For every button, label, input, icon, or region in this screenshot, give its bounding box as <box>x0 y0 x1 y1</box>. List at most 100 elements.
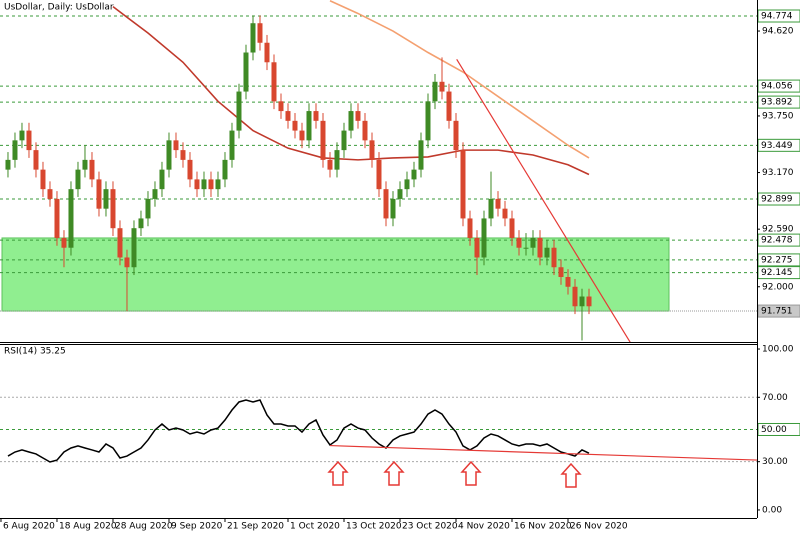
candle-body <box>348 111 354 131</box>
trend-line <box>456 59 631 343</box>
x-tick-label: 4 Nov 2020 <box>458 522 510 532</box>
candle-body <box>460 150 466 219</box>
candle-body <box>208 179 214 190</box>
candle-body <box>33 150 39 170</box>
up-arrow <box>327 460 349 486</box>
candle-body <box>404 179 410 190</box>
level-label: 93.892 <box>761 98 793 108</box>
candle-body <box>124 257 130 268</box>
candle-body <box>327 159 333 170</box>
candle-body <box>222 159 228 180</box>
moving-average <box>329 0 590 159</box>
candle-body <box>313 111 319 121</box>
x-tick-label: 28 Aug 2020 <box>115 522 173 532</box>
candle-body <box>19 130 25 141</box>
candle-body <box>236 91 242 131</box>
candle-body <box>320 120 326 160</box>
candle-body <box>187 159 193 180</box>
x-tick-label: 16 Nov 2020 <box>514 522 572 532</box>
up-arrow <box>560 462 582 488</box>
candle-body <box>369 140 375 160</box>
level-label: 92.478 <box>761 236 793 246</box>
candle-body <box>75 169 81 190</box>
candle-body <box>131 228 137 268</box>
up-arrow <box>460 460 482 486</box>
candle-body <box>551 247 557 268</box>
y-tick-label: 93.170 <box>762 168 794 178</box>
candle-body <box>285 111 291 121</box>
candle-body <box>376 159 382 190</box>
x-tick-label: 9 Sep 2020 <box>171 522 223 532</box>
x-tick-label: 21 Sep 2020 <box>227 522 284 532</box>
candle-body <box>159 169 165 190</box>
candle-body <box>5 159 11 170</box>
candle-body <box>180 150 186 160</box>
candle-body <box>152 189 158 199</box>
y-tick-label: 30.00 <box>762 457 788 467</box>
x-tick-label: 18 Aug 2020 <box>59 522 117 532</box>
rsi-line <box>7 399 590 463</box>
candle-body <box>355 111 361 121</box>
candle-body <box>243 52 249 92</box>
level-label: 92.899 <box>761 195 793 205</box>
candle-body <box>82 159 88 170</box>
level-label: 92.275 <box>761 255 793 265</box>
candle-body <box>166 140 172 170</box>
level-label: 93.449 <box>761 141 793 151</box>
candle-body <box>474 237 480 258</box>
candle-body <box>579 296 585 307</box>
candle-body <box>89 159 95 180</box>
candle-body <box>397 189 403 199</box>
candle-body <box>47 189 53 199</box>
candle-body <box>250 23 256 53</box>
level-label: 94.774 <box>761 12 793 22</box>
candle-body <box>61 237 67 248</box>
candle-body <box>362 120 368 141</box>
candle-body <box>495 198 501 209</box>
candle-body <box>215 179 221 190</box>
candle-body <box>418 140 424 170</box>
x-tick-label: 6 Aug 2020 <box>3 522 55 532</box>
x-tick-label: 23 Oct 2020 <box>402 522 458 532</box>
candle-body <box>292 120 298 131</box>
candle-body <box>565 276 571 287</box>
candle-body <box>425 101 431 141</box>
x-tick-label: 26 Nov 2020 <box>570 522 628 532</box>
candle-body <box>173 140 179 151</box>
candle-body <box>201 179 207 190</box>
candle-body <box>68 189 74 248</box>
candle-body <box>257 23 263 43</box>
chart-title: UsDollar, Daily: UsDollar <box>4 3 114 13</box>
y-tick-label: 70.00 <box>762 393 788 403</box>
candle-body <box>383 189 389 219</box>
candle-body <box>509 218 515 238</box>
y-tick-label: 100.00 <box>762 345 794 355</box>
candle-body <box>264 42 270 63</box>
candle-body <box>467 218 473 238</box>
candle-body <box>229 130 235 160</box>
candle-body <box>481 218 487 258</box>
candle-body <box>145 198 151 219</box>
candle-body <box>54 198 60 238</box>
x-tick-label: 13 Oct 2020 <box>346 522 402 532</box>
candle-body <box>341 130 347 151</box>
moving-average <box>112 5 590 176</box>
level-label: 91.751 <box>761 307 793 317</box>
candle-body <box>390 198 396 219</box>
x-tick-label: 1 Oct 2020 <box>290 522 340 532</box>
candle-body <box>110 189 116 229</box>
level-label: 92.145 <box>761 268 793 278</box>
up-arrow <box>383 460 405 486</box>
candle-body <box>117 228 123 258</box>
candle-body <box>12 140 18 160</box>
candle-body <box>271 62 277 102</box>
candle-body <box>523 247 529 249</box>
candle-body <box>306 111 312 141</box>
candle-body <box>572 286 578 307</box>
candle-body <box>278 101 284 112</box>
candle-body <box>530 237 536 248</box>
candle-body <box>411 169 417 180</box>
candle-body <box>432 81 438 102</box>
candle-body <box>453 120 459 151</box>
